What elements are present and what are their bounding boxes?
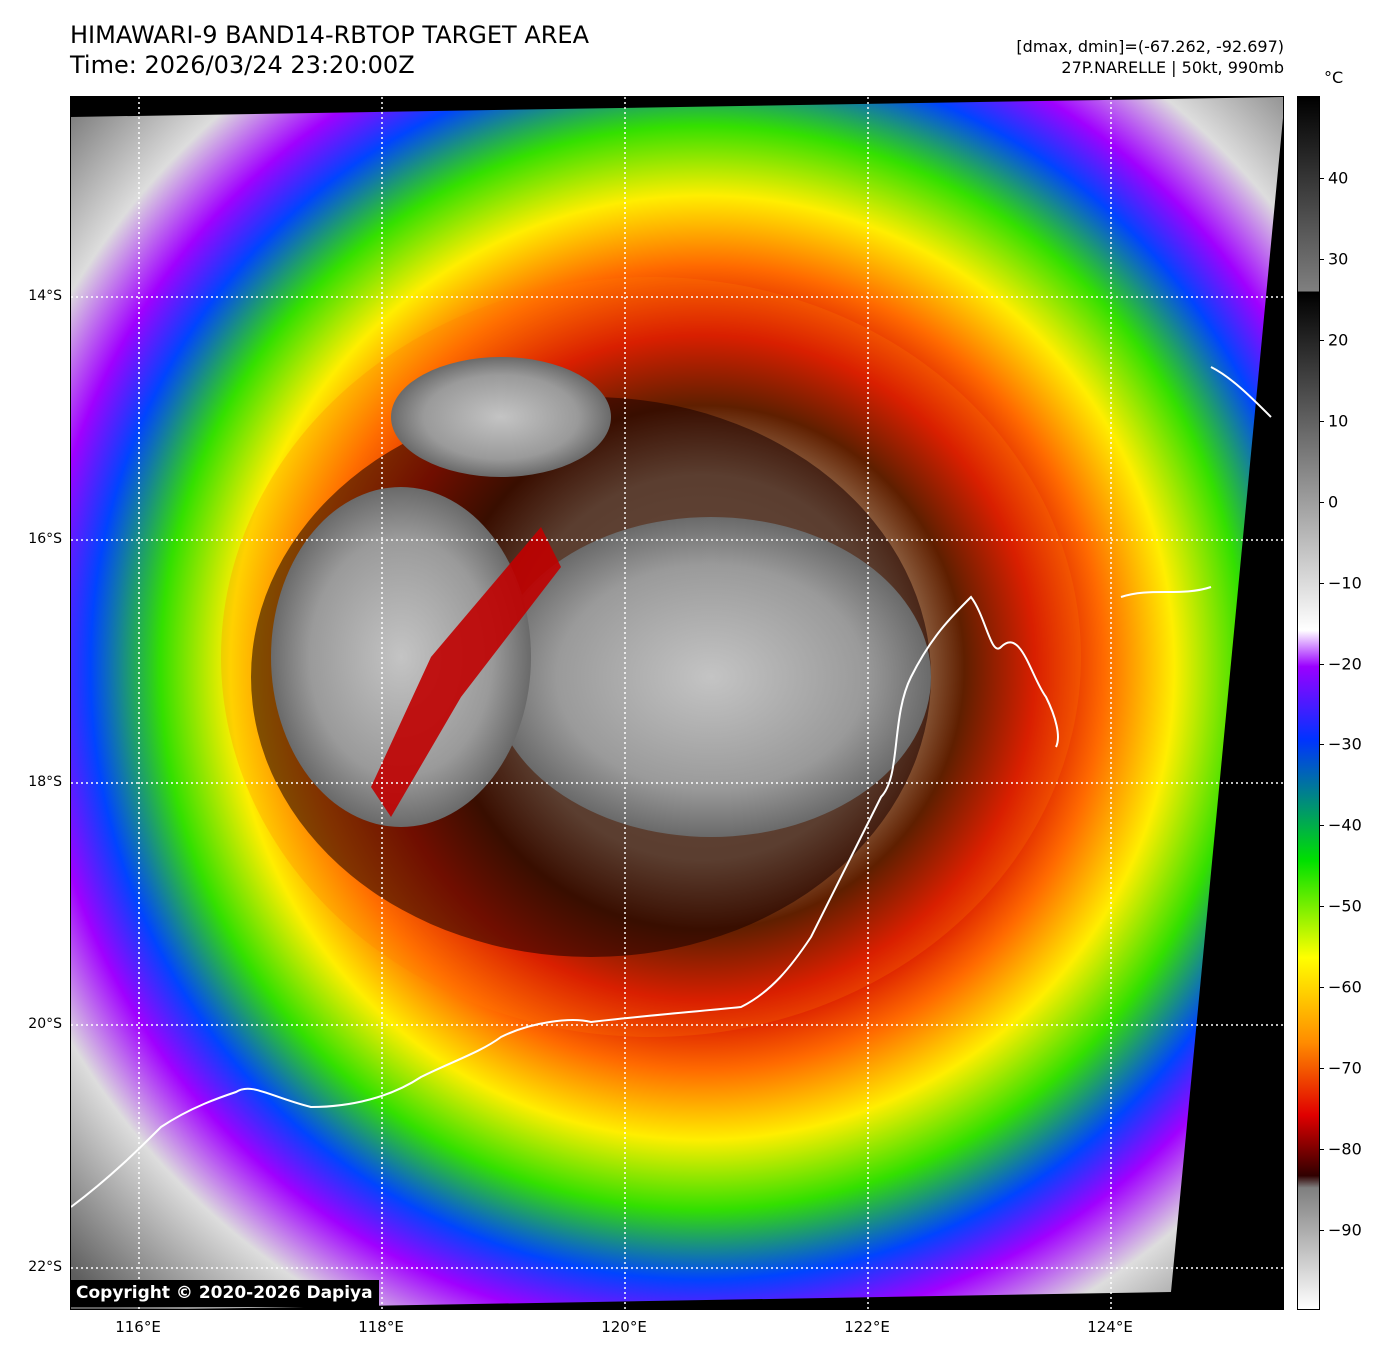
colorbar-tick-label: −40 (1328, 815, 1362, 835)
lat-label-22s: 22°S (28, 1259, 62, 1275)
colorbar-tick-mark (1320, 501, 1324, 503)
temperature-range: [dmax, dmin]=(-67.262, -92.697) (1016, 37, 1284, 56)
colorbar-tick-label: 20 (1328, 330, 1349, 350)
satellite-imagery (71, 97, 1283, 1309)
colorbar-tick-mark (1320, 420, 1324, 422)
colorbar-tick-label: 40 (1328, 168, 1349, 188)
colorbar-tick-label: −70 (1328, 1058, 1362, 1078)
lon-label-120e: 120°E (601, 1318, 647, 1336)
colorbar-tick-label: −50 (1328, 896, 1362, 916)
western-cloud-mass (271, 487, 531, 827)
colorbar-tick-mark (1320, 258, 1324, 260)
northern-cloud-mass (391, 357, 611, 477)
colorbar-unit: °C (1324, 68, 1344, 87)
colorbar-tick-mark (1320, 825, 1324, 827)
lon-label-122e: 122°E (844, 1318, 890, 1336)
chart-title: HIMAWARI-9 BAND14-RBTOP TARGET AREA Time… (70, 20, 589, 80)
colorbar-tick-mark (1320, 339, 1324, 341)
colorbar-tick-mark (1320, 582, 1324, 584)
colorbar-tick-label: −30 (1328, 734, 1362, 754)
colorbar-tick-mark (1320, 987, 1324, 989)
copyright-notice: Copyright © 2020-2026 Dapiya (70, 1280, 379, 1307)
colorbar (1297, 96, 1320, 1310)
lat-label-16s: 16°S (28, 531, 62, 547)
colorbar-tick-label: 0 (1328, 492, 1339, 512)
colorbar-tick-label: −10 (1328, 573, 1362, 593)
colorbar-tick-label: 10 (1328, 411, 1349, 431)
colorbar-tick-mark (1320, 1230, 1324, 1231)
graticule (71, 97, 1283, 1309)
storm-info: [dmax, dmin]=(-67.262, -92.697) 27P.NARE… (1016, 36, 1284, 78)
colorbar-tick-label: −60 (1328, 977, 1362, 997)
colorbar-tick-label: 30 (1328, 249, 1349, 269)
coastline (71, 366, 1272, 1208)
colorbar-tick-mark (1320, 744, 1324, 746)
colorbar-tick-label: −80 (1328, 1139, 1362, 1159)
satellite-map (70, 96, 1284, 1310)
colorbar-tick-label: −20 (1328, 654, 1362, 674)
storm-summary: 27P.NARELLE | 50kt, 990mb (1061, 58, 1284, 77)
lon-label-118e: 118°E (358, 1318, 404, 1336)
lat-label-18s: 18°S (28, 774, 62, 790)
title-time: Time: 2026/03/24 23:20:00Z (70, 51, 415, 79)
title-product: HIMAWARI-9 BAND14-RBTOP TARGET AREA (70, 21, 590, 49)
colorbar-tick-mark (1320, 178, 1324, 179)
colorbar-tick-label: −90 (1328, 1220, 1362, 1240)
colorbar-tick-mark (1320, 1149, 1324, 1151)
rain-band (371, 527, 561, 817)
central-dense-overcast (491, 517, 931, 837)
colorbar-tick-mark (1320, 1068, 1324, 1070)
colorbar-tick-mark (1320, 906, 1324, 908)
lon-label-116e: 116°E (115, 1318, 161, 1336)
lat-label-20s: 20°S (28, 1016, 62, 1032)
lon-label-124e: 124°E (1087, 1318, 1133, 1336)
lat-label-14s: 14°S (28, 288, 62, 304)
colorbar-tick-mark (1320, 663, 1324, 665)
